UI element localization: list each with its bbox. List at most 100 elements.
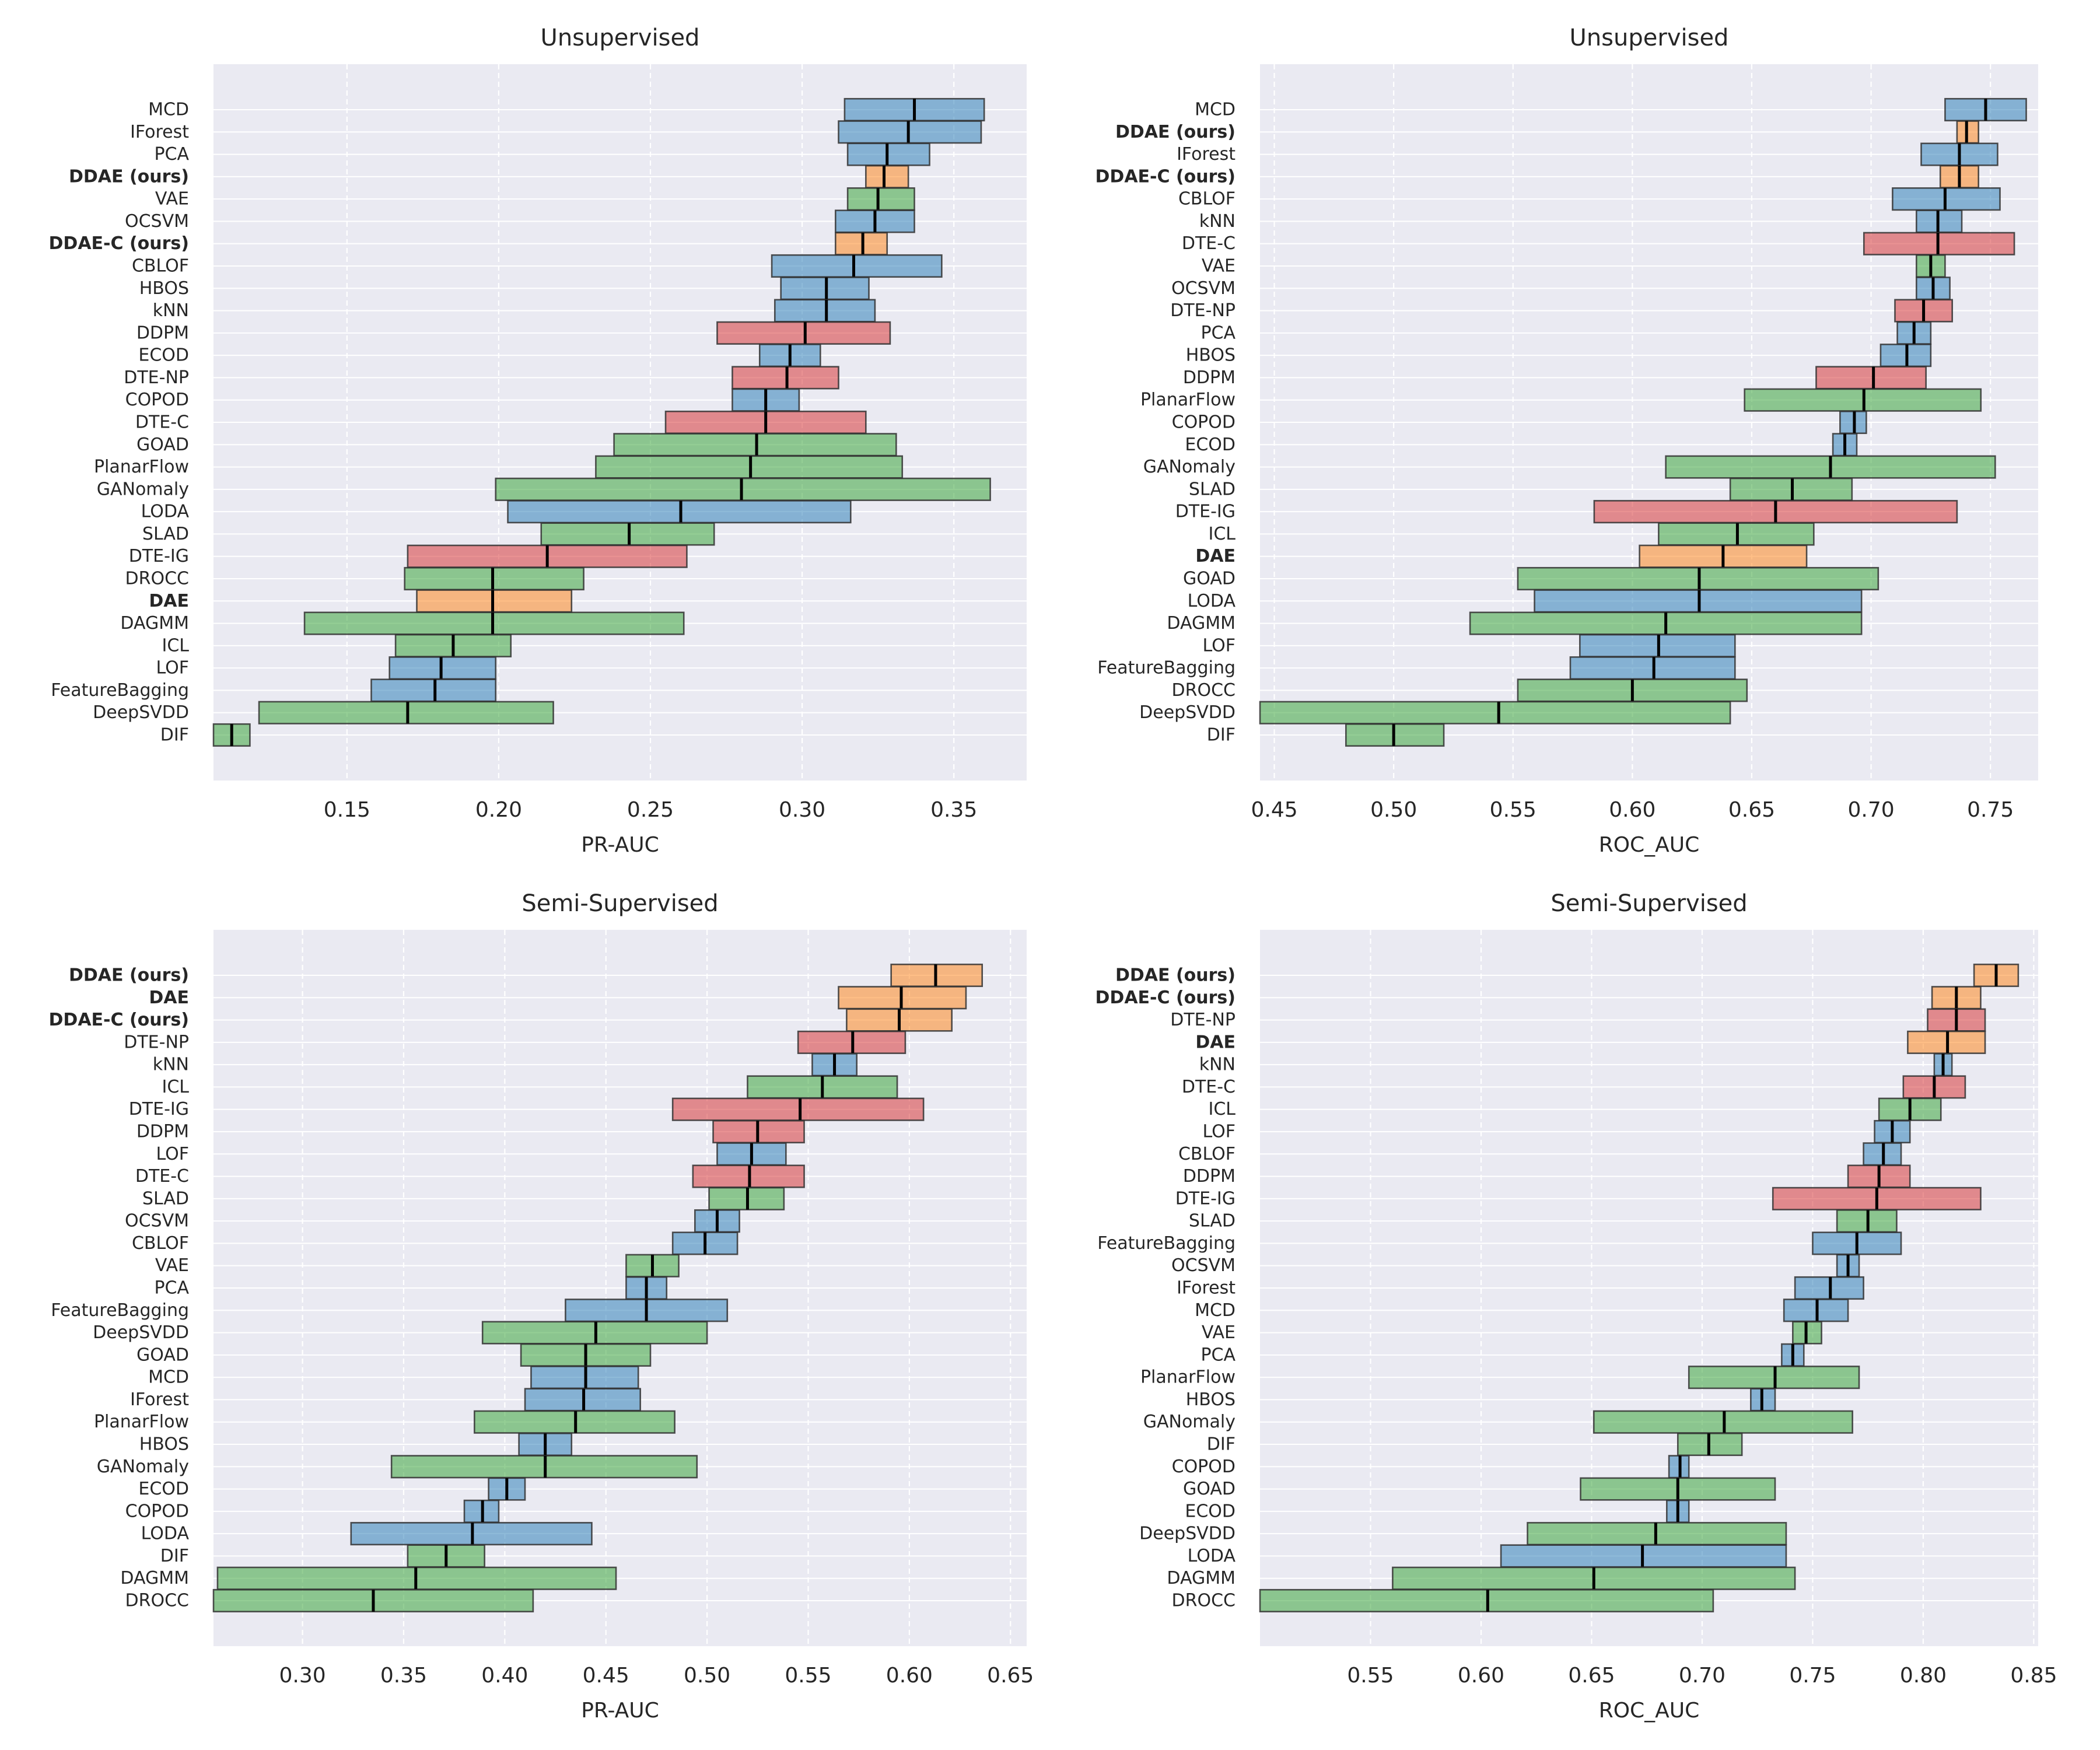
category-label-icl: ICL (162, 635, 189, 656)
bar-ddae-ours (865, 164, 909, 188)
category-label-dagmm: DAGMM (120, 1568, 189, 1588)
category-label-lof: LOF (156, 1144, 189, 1164)
category-label-loda: LODA (1188, 591, 1236, 611)
category-label-ganomaly: GANomaly (97, 479, 189, 499)
x-tick-label: 0.15 (324, 798, 370, 822)
category-label-vae: VAE (155, 1255, 189, 1276)
category-label-dte-np: DTE-NP (1170, 1010, 1236, 1030)
category-label-ddpm: DDPM (136, 1122, 189, 1142)
category-label-ecod: ECOD (1185, 435, 1236, 455)
category-label-ecod: ECOD (138, 1479, 189, 1499)
category-label-drocc: DROCC (125, 1591, 189, 1611)
category-label-dagmm: DAGMM (120, 613, 189, 634)
category-label-icl: ICL (1208, 1099, 1236, 1119)
category-label-slad: SLAD (142, 1188, 189, 1209)
category-label-planarflow: PlanarFlow (94, 457, 189, 477)
category-label-dte-c: DTE-C (1182, 1077, 1236, 1097)
x-tick-label: 0.55 (785, 1664, 831, 1688)
category-label-vae: VAE (155, 189, 189, 209)
category-label-slad: SLAD (1189, 479, 1236, 499)
category-label-dif: DIF (1207, 1434, 1236, 1455)
category-label-ecod: ECOD (1185, 1501, 1236, 1521)
category-label-ecod: ECOD (138, 345, 189, 366)
category-label-dae: DAE (149, 988, 189, 1008)
x-tick-label: 0.60 (1458, 1664, 1504, 1688)
category-label-dagmm: DAGMM (1167, 1568, 1236, 1588)
x-tick-label: 0.30 (279, 1664, 326, 1688)
category-label-vae: VAE (1202, 1322, 1236, 1343)
category-label-dif: DIF (1207, 725, 1236, 746)
x-tick-label: 0.50 (684, 1664, 730, 1688)
bar-cblof (771, 254, 943, 278)
category-label-goad: GOAD (136, 435, 189, 455)
category-label-pca: PCA (1200, 1345, 1236, 1365)
category-label-pca: PCA (1200, 323, 1236, 343)
category-label-lof: LOF (1202, 635, 1236, 656)
panel-semi-supervised-pr-auc: 0.30 0.35 0.40 0.45 0.50 0.55 0.60 0.65 DDAE (ou… (49, 890, 1034, 1723)
bar-dagmm (303, 611, 685, 635)
x-tick-label: 0.25 (627, 798, 674, 822)
x-tick-label: 0.20 (475, 798, 522, 822)
category-label-ddae-c-ours: DDAE-C (ours) (1096, 988, 1236, 1008)
category-label-ddae-ours: DDAE (ours) (69, 965, 189, 986)
category-label-knn: kNN (153, 300, 189, 321)
category-label-pca: PCA (154, 144, 189, 164)
x-tick-label: 0.65 (1728, 798, 1775, 822)
x-tick-label: 0.75 (1967, 798, 2014, 822)
category-label-icl: ICL (1208, 524, 1236, 544)
bar-dte-np (732, 366, 839, 390)
category-label-dae: DAE (149, 591, 189, 611)
category-label-copod: COPOD (1172, 1457, 1236, 1477)
bar-vae (846, 187, 915, 211)
category-label-dte-np: DTE-NP (1170, 300, 1236, 321)
category-label-planarflow: PlanarFlow (1140, 390, 1236, 410)
category-label-deepsvdd: DeepSVDD (1139, 1524, 1236, 1544)
category-label-loda: LODA (141, 1524, 190, 1544)
category-label-drocc: DROCC (1172, 1591, 1236, 1611)
category-label-ddpm: DDPM (1183, 368, 1236, 388)
category-label-planarflow: PlanarFlow (1140, 1367, 1236, 1388)
bar-deepsvdd (1259, 701, 1731, 724)
bar-dae (416, 589, 573, 613)
x-tick-label: 0.35 (380, 1664, 427, 1688)
category-label-mcd: MCD (148, 1367, 189, 1388)
x-tick-label: 0.85 (2010, 1664, 2057, 1688)
x-tick-label: 0.30 (779, 798, 825, 822)
category-label-dte-ig: DTE-IG (129, 1099, 189, 1119)
bar-slad (540, 522, 715, 546)
bar-drocc (404, 566, 584, 591)
category-label-hbos: HBOS (139, 1434, 189, 1455)
category-label-ocsvm: OCSVM (125, 1211, 189, 1231)
bar-ddpm (716, 321, 891, 345)
x-tick-label: 0.40 (481, 1664, 528, 1688)
x-axis-label: ROC_AUC (1599, 833, 1700, 857)
x-tick-label: 0.65 (1568, 1664, 1615, 1688)
bar-iforest (838, 120, 982, 144)
category-label-pca: PCA (154, 1278, 189, 1298)
category-label-dagmm: DAGMM (1167, 613, 1236, 634)
category-label-ddpm: DDPM (1183, 1166, 1236, 1186)
bar-ddpm (1815, 366, 1927, 390)
category-label-ocsvm: OCSVM (1171, 1255, 1236, 1276)
category-label-goad: GOAD (1183, 569, 1236, 589)
x-tick-label: 0.45 (583, 1664, 629, 1688)
category-label-knn: kNN (1199, 1055, 1236, 1075)
category-label-drocc: DROCC (1172, 680, 1236, 701)
x-tick-label: 0.60 (886, 1664, 933, 1688)
category-label-hbos: HBOS (1186, 1390, 1236, 1410)
category-label-lof: LOF (1202, 1122, 1236, 1142)
category-label-dte-ig: DTE-IG (1175, 502, 1236, 522)
category-label-cblof: CBLOF (1178, 1144, 1236, 1164)
category-label-deepsvdd: DeepSVDD (93, 702, 189, 723)
category-label-dte-ig: DTE-IG (1175, 1188, 1236, 1209)
x-tick-label: 0.80 (1900, 1664, 1947, 1688)
bar-dte-ig (671, 1097, 925, 1121)
category-label-loda: LODA (141, 502, 190, 522)
x-tick-label: 0.65 (987, 1664, 1034, 1688)
bar-planarflow (595, 455, 904, 479)
category-label-goad: GOAD (1183, 1479, 1236, 1499)
category-label-goad: GOAD (136, 1345, 189, 1365)
category-label-dte-c: DTE-C (1182, 233, 1236, 254)
chart-title: Unsupervised (1570, 24, 1729, 51)
category-label-cblof: CBLOF (1178, 189, 1236, 209)
